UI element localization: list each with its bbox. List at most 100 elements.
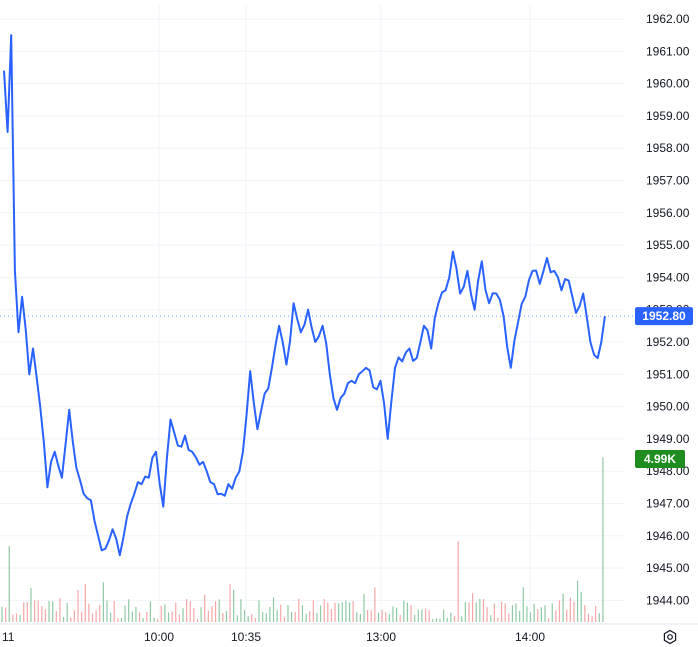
- volume-bar: [587, 613, 590, 622]
- grid: [0, 5, 625, 623]
- volume-bar: [414, 614, 416, 622]
- volume-bar: [370, 610, 372, 622]
- volume-bar: [504, 603, 506, 622]
- y-tick-label: 1957.00: [646, 174, 690, 188]
- volume-bar: [356, 611, 358, 622]
- volume-bar: [330, 608, 333, 622]
- x-tick-label: 10:35: [231, 630, 261, 644]
- last-volume-text: 4.99K: [644, 452, 676, 466]
- volume-bar: [120, 618, 123, 622]
- volume-bar: [359, 613, 361, 622]
- volume-bar: [44, 609, 47, 622]
- volume-bar: [178, 614, 180, 622]
- volume-bar: [48, 600, 50, 622]
- volume-bar: [591, 616, 593, 622]
- volume-bar: [102, 582, 104, 622]
- volume-bar: [569, 597, 571, 622]
- volume-bar: [584, 605, 586, 622]
- volume-bar: [106, 600, 108, 622]
- volume-bar: [428, 610, 430, 622]
- volume-bar: [439, 618, 441, 622]
- y-tick-label: 1956.00: [646, 206, 690, 220]
- volume-bar: [291, 611, 293, 622]
- volume-bar: [117, 618, 119, 622]
- y-tick-label: 1960.00: [646, 77, 690, 91]
- volume-bar: [443, 609, 445, 622]
- volume-bar: [548, 618, 550, 622]
- volume-bar: [240, 599, 242, 622]
- value-badges: 1952.80 4.99K: [635, 307, 693, 468]
- volume-bar: [377, 612, 380, 622]
- volume-bar: [62, 616, 65, 622]
- volume-bar: [301, 605, 304, 622]
- price-line-layer: [0, 34, 634, 557]
- volume-bar: [305, 613, 307, 622]
- volume-bar: [55, 611, 57, 622]
- volume-bar: [229, 584, 231, 622]
- volume-bar: [602, 457, 604, 622]
- volume-bar: [511, 605, 514, 622]
- volume-bar: [392, 606, 394, 622]
- volume-bar: [200, 607, 202, 622]
- volume-bar: [493, 603, 495, 622]
- volume-bar: [269, 606, 271, 622]
- volume-bar: [95, 610, 97, 622]
- volume-bar: [41, 606, 43, 622]
- y-tick-label: 1958.00: [646, 141, 690, 155]
- volume-bar: [533, 603, 535, 622]
- y-tick-label: 1952.00: [646, 335, 690, 349]
- volume-bar: [388, 614, 390, 622]
- volume-bar: [457, 541, 459, 622]
- volume-bar: [251, 613, 253, 622]
- y-tick-label: 1950.00: [646, 400, 690, 414]
- volume-bar: [403, 600, 405, 622]
- volume-bar: [558, 600, 561, 622]
- volume-bar: [327, 602, 329, 622]
- volume-bar: [338, 603, 340, 622]
- volume-bar: [374, 587, 376, 622]
- volume-bar: [566, 609, 568, 622]
- volume-bar: [189, 601, 191, 622]
- volume-bar: [598, 613, 600, 622]
- volume-bar: [146, 612, 148, 622]
- volume-bar: [316, 612, 318, 622]
- volume-bar: [341, 602, 343, 622]
- volume-bar: [167, 612, 170, 622]
- volume-bar: [8, 546, 10, 622]
- volume-bar: [37, 600, 39, 622]
- volume-bar: [30, 587, 32, 622]
- volume-bar: [352, 600, 354, 622]
- y-tick-label: 1944.00: [646, 593, 690, 607]
- y-tick-label: 1949.00: [646, 432, 690, 446]
- volume-bar: [562, 593, 564, 622]
- volume-bar: [540, 607, 542, 622]
- volume-bar: [544, 605, 546, 622]
- volume-bar: [236, 615, 238, 622]
- gear-icon: [663, 629, 677, 645]
- y-tick-label: 1962.00: [646, 12, 690, 26]
- volume-bar: [26, 602, 28, 622]
- volume-bar: [225, 611, 228, 622]
- volume-bar: [500, 601, 503, 622]
- volume-bar: [15, 613, 18, 622]
- y-tick-label: 1959.00: [646, 109, 690, 123]
- volume-bar: [91, 613, 94, 622]
- volume-bar: [280, 604, 282, 622]
- volume-bar: [323, 599, 325, 622]
- price-series-line: [3, 34, 606, 557]
- volume-bar: [110, 612, 112, 622]
- x-tick-label: 10:00: [144, 630, 174, 644]
- volume-bar: [573, 601, 575, 622]
- volume-bar: [529, 612, 532, 622]
- chart-settings-button[interactable]: [660, 627, 680, 647]
- volume-bar: [381, 609, 383, 622]
- volume-bars: [1, 457, 604, 622]
- volume-bar: [52, 601, 54, 622]
- y-tick-label: 1945.00: [646, 561, 690, 575]
- volume-bar: [580, 592, 582, 622]
- volume-bar: [432, 618, 434, 622]
- volume-bar: [142, 618, 144, 622]
- volume-bar: [19, 614, 21, 622]
- volume-bar: [276, 610, 278, 622]
